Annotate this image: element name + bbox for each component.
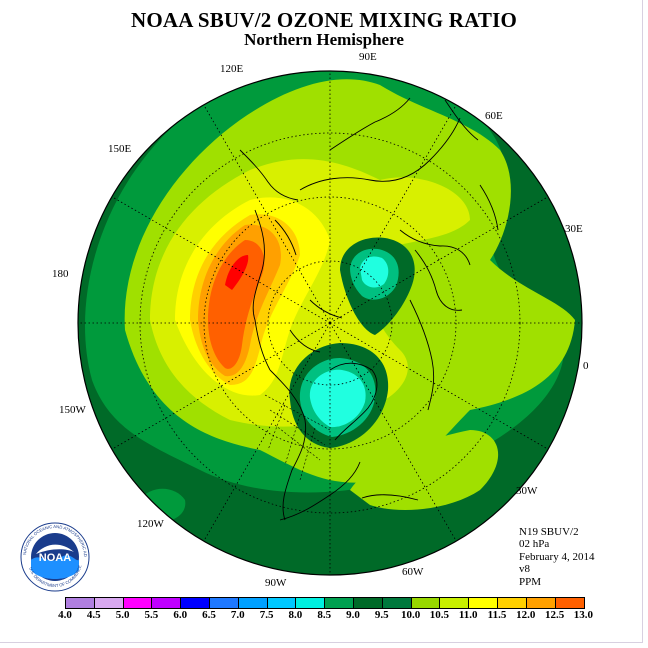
colorbar-swatch: [526, 598, 556, 608]
colorbar-label: 13.0: [573, 609, 594, 621]
info-version: v8: [519, 563, 530, 576]
colorbar-swatch: [296, 598, 326, 608]
colorbar-label: 12.0: [516, 609, 536, 621]
graticule: [78, 71, 582, 575]
colorbar-label: 11.5: [487, 609, 507, 621]
colorbar-label: 4.5: [86, 609, 101, 621]
lon-label-150e: 150E: [108, 143, 132, 155]
ozone-field: [78, 71, 582, 575]
colorbar-swatch: [411, 598, 441, 608]
colorbar-label: 10.0: [400, 609, 421, 621]
colorbar-label: 11.0: [458, 609, 478, 621]
colorbar-swatch: [353, 598, 383, 608]
colorbar-swatch: [555, 598, 585, 608]
field-low-cell-west-core: [309, 369, 366, 428]
noaa-logo: NOAA NATIONAL OCEANIC AND ATMOSPHERIC AD…: [20, 522, 90, 592]
colorbar-swatch: [382, 598, 412, 608]
lon-label-30e: 30E: [565, 223, 583, 235]
colorbar-swatch: [123, 598, 153, 608]
lon-label-120e: 120E: [220, 63, 244, 75]
colorbar-swatch: [66, 598, 95, 608]
colorbar-swatch: [238, 598, 268, 608]
info-instrument: N19 SBUV/2: [519, 526, 579, 538]
colorbar-swatch: [325, 598, 354, 608]
lon-label-150w: 150W: [59, 404, 86, 416]
colorbar-label: 8.0: [288, 609, 303, 621]
lon-label-30w: 30W: [516, 485, 538, 497]
info-block: N19 SBUV/2 02 hPa February 4, 2014 v8 PP…: [519, 526, 594, 588]
colorbar-swatch: [497, 598, 527, 608]
field-red: [225, 255, 249, 290]
lon-label-180: 180: [52, 268, 69, 280]
colorbar-swatch: [440, 598, 470, 608]
lon-label-60e: 60E: [485, 110, 503, 122]
colorbar-labels: 4.0 4.5 5.0 5.5 6.0 6.5 7.0 7.5 8.0 8.5 9.0 9.5 10.0…: [0, 609, 648, 623]
colorbar-label: 5.5: [144, 609, 159, 621]
info-units: PPM: [519, 575, 542, 588]
field-lime-patch: [350, 430, 499, 510]
map-boundary: [77, 70, 583, 576]
colorbar-label: 8.5: [317, 609, 332, 621]
coastlines: [239, 97, 499, 521]
lon-label-90w: 90W: [265, 577, 287, 589]
info-level: 02 hPa: [519, 538, 550, 551]
colorbar-swatch: [209, 598, 239, 608]
colorbar-label: 6.5: [202, 609, 216, 621]
colorbar-swatch: [469, 598, 498, 608]
colorbar-label: 12.5: [544, 609, 565, 621]
lon-label-120w: 120W: [137, 518, 164, 530]
map-subtitle: Northern Hemisphere: [244, 30, 404, 49]
colorbar-swatch: [181, 598, 210, 608]
colorbar-label: 4.0: [58, 609, 72, 621]
state-boundaries: [264, 394, 331, 481]
colorbar-label: 7.5: [259, 609, 274, 621]
colorbar-label: 9.5: [374, 609, 389, 621]
logo-text: NOAA: [39, 552, 71, 564]
map-title: NOAA SBUV/2 OZONE MIXING RATIO: [131, 8, 517, 32]
lon-label-60w: 60W: [402, 566, 424, 578]
colorbar: [65, 597, 586, 609]
lon-label-0: 0: [583, 360, 589, 372]
colorbar-swatch: [267, 598, 297, 608]
colorbar-label: 6.0: [173, 609, 188, 621]
colorbar-swatch: [152, 598, 182, 608]
info-date: February 4, 2014: [519, 550, 595, 563]
colorbar-label: 7.0: [230, 609, 245, 621]
lon-label-90e: 90E: [359, 51, 377, 63]
colorbar-label: 9.0: [346, 609, 360, 621]
colorbar-swatch: [94, 598, 124, 608]
field-red-orange: [208, 240, 265, 369]
colorbar-label: 5.0: [115, 609, 130, 621]
field-low-cell-east-core: [360, 256, 389, 288]
colorbar-label: 10.5: [429, 609, 450, 621]
